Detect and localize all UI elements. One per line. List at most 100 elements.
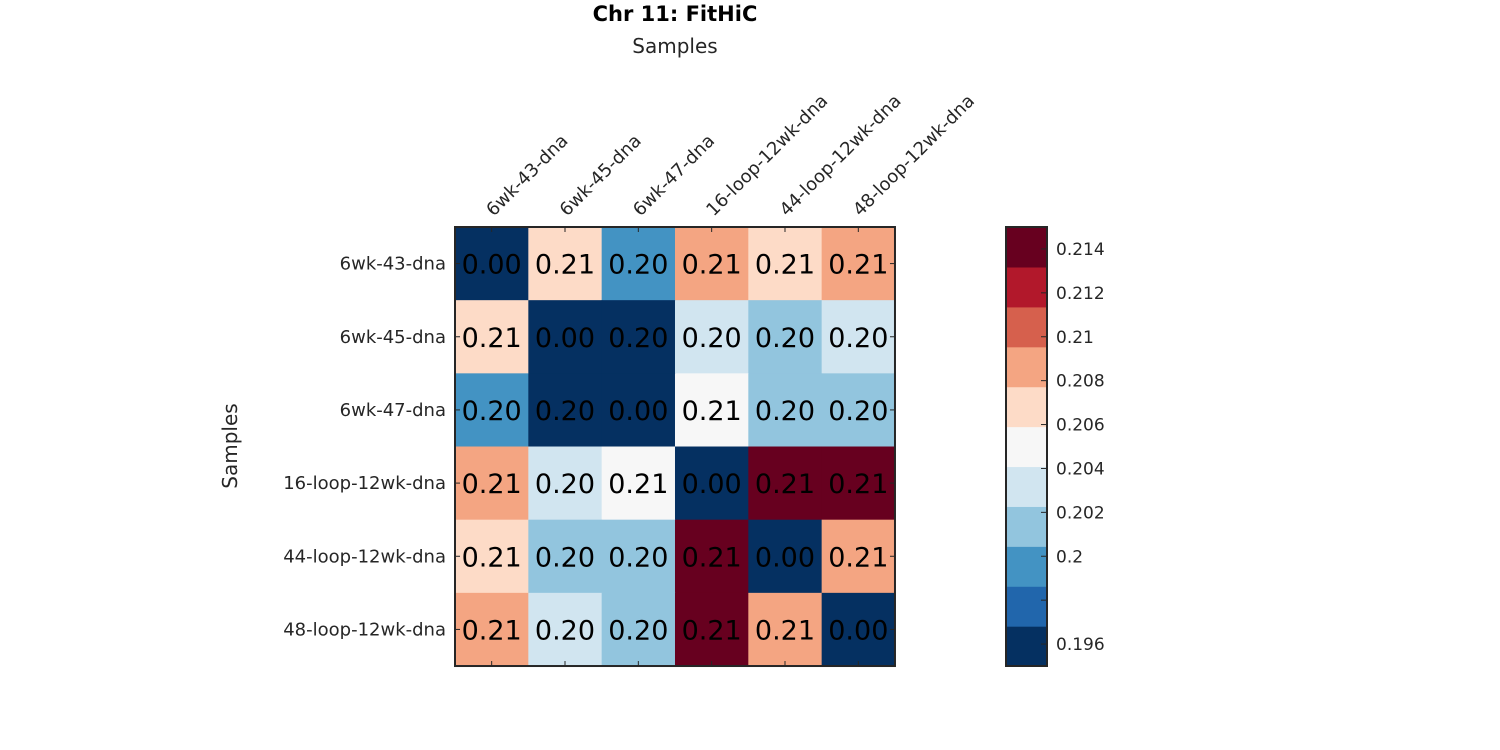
- cell-value-label: 0.21: [828, 542, 888, 573]
- heatmap-cell: [821, 227, 896, 301]
- cell-value-label: 0.21: [462, 615, 522, 646]
- heatmap-cell: [601, 373, 676, 448]
- heatmap-cell: [528, 227, 603, 301]
- colorbar-segment: [1006, 466, 1047, 507]
- colorbar-segment: [1006, 506, 1047, 547]
- axes-frames: [454, 226, 896, 668]
- colorbar-tick-label: 0.206: [1056, 416, 1105, 436]
- heatmap-cell: [821, 373, 896, 448]
- x-axis-label: Samples: [632, 34, 717, 58]
- heatmap-cell: [821, 300, 896, 374]
- heatmap-frame: [454, 226, 896, 668]
- heatmap-cell: [674, 519, 749, 594]
- cell-value-label: 0.20: [608, 542, 668, 573]
- heatmap-cell: [821, 519, 896, 594]
- heatmap-cells: [455, 227, 896, 667]
- x-tick-label: 48-loop-12wk-dna: [849, 91, 979, 221]
- colorbar-tick-label: 0.204: [1056, 459, 1105, 479]
- cell-value-label: 0.20: [608, 615, 668, 646]
- cell-value-label: 0.21: [828, 250, 888, 281]
- cell-value-label: 0.21: [828, 469, 888, 500]
- heatmap-cell: [748, 446, 823, 521]
- cell-value-label: 0.00: [462, 250, 522, 281]
- cell-value-label: 0.00: [608, 396, 668, 427]
- y-tick-labels: 6wk-43-dna 6wk-45-dna 6wk-47-dna 16-loop-12…: [283, 254, 446, 641]
- heatmap-cell: [528, 519, 603, 594]
- colorbar-segment: [1006, 346, 1047, 388]
- heatmap-cell: [674, 300, 749, 374]
- cell-value-label: 0.20: [828, 323, 888, 354]
- cell-value-label: 0.21: [682, 250, 742, 281]
- heatmap-cell: [748, 300, 823, 374]
- colorbar-segment: [1006, 586, 1047, 627]
- cell-value-label: 0.20: [755, 396, 815, 427]
- colorbar-tick-label: 0.21: [1056, 328, 1094, 348]
- heatmap-cell: [748, 373, 823, 448]
- cell-value-label: 0.21: [462, 469, 522, 500]
- colorbar-frame: [1005, 226, 1048, 667]
- cell-value-label: 0.20: [608, 250, 668, 281]
- heatmap-cell: [748, 227, 823, 301]
- colorbar-segment: [1006, 266, 1047, 308]
- cell-value-label: 0.21: [755, 469, 815, 500]
- y-tick-label: 48-loop-12wk-dna: [283, 619, 446, 640]
- colorbar-segment: [1006, 626, 1047, 667]
- cell-value-label: 0.21: [462, 542, 522, 573]
- colorbar-tick-label: 0.212: [1056, 284, 1105, 304]
- cell-value-label: 0.20: [535, 469, 595, 500]
- colorbar-segment: [1006, 426, 1047, 468]
- cell-value-label: 0.00: [755, 542, 815, 573]
- cell-value-label: 0.20: [755, 323, 815, 354]
- cell-value-label: 0.21: [682, 542, 742, 573]
- heatmap-cell: [455, 592, 529, 667]
- cell-value-label: 0.21: [682, 396, 742, 427]
- cell-value-label: 0.20: [462, 396, 522, 427]
- colorbar-tick-label: 0.208: [1056, 372, 1105, 392]
- cell-value-label: 0.00: [828, 615, 888, 646]
- cell-value-label: 0.20: [535, 542, 595, 573]
- heatmap-cell: [601, 592, 676, 667]
- x-tick-label: 16-loop-12wk-dna: [702, 91, 832, 221]
- heatmap-cell: [674, 373, 749, 448]
- cell-value-label: 0.21: [755, 250, 815, 281]
- heatmap-cell: [528, 446, 603, 521]
- cell-value-label: 0.20: [682, 323, 742, 354]
- cell-value-label: 0.21: [608, 469, 668, 500]
- colorbar-segment: [1006, 386, 1047, 428]
- colorbar-segment: [1006, 306, 1047, 348]
- x-tick-label: 44-loop-12wk-dna: [776, 91, 906, 221]
- heatmap-cell: [674, 592, 749, 667]
- chart-title: Chr 11: FitHiC: [593, 2, 758, 26]
- heatmap-cell: [455, 519, 529, 594]
- heatmap-cell: [455, 446, 529, 521]
- heatmap-cell: [748, 592, 823, 667]
- heatmap-cell: [528, 300, 603, 374]
- heatmap-cell: [455, 300, 529, 374]
- cell-value-label: 0.21: [682, 615, 742, 646]
- heatmap-cell: [528, 592, 603, 667]
- heatmap-cell: [528, 373, 603, 448]
- colorbar: 0.196 0.2 0.202 0.204 0.206 0.208 0.21 0.212 0.2…: [1005, 226, 1105, 667]
- heatmap-cell: [601, 300, 676, 374]
- cell-value-label: 0.21: [462, 323, 522, 354]
- heatmap-cell: [748, 519, 823, 594]
- cell-value-label: 0.20: [608, 323, 668, 354]
- cell-value-label: 0.20: [828, 396, 888, 427]
- heatmap-cell-labels: 0.00 0.21 0.20 0.21 0.21 0.21 0.21 0.00 0.20 0.20…: [462, 250, 889, 647]
- y-axis-label: Samples: [218, 403, 242, 488]
- cell-value-label: 0.21: [755, 615, 815, 646]
- colorbar-segment: [1006, 546, 1047, 587]
- heatmap-cell: [455, 373, 529, 448]
- heatmap-cell: [601, 446, 676, 521]
- heatmap-cell: [821, 592, 896, 667]
- y-tick-label: 6wk-43-dna: [340, 254, 446, 275]
- heatmap-cell: [674, 446, 749, 521]
- colorbar-tick-label: 0.196: [1056, 635, 1105, 655]
- colorbar-tick-label: 0.214: [1056, 240, 1105, 260]
- cell-value-label: 0.00: [682, 469, 742, 500]
- y-tick-label: 16-loop-12wk-dna: [283, 473, 446, 494]
- cell-value-label: 0.00: [535, 323, 595, 354]
- cell-value-label: 0.21: [535, 250, 595, 281]
- y-tick-label: 6wk-47-dna: [340, 400, 446, 421]
